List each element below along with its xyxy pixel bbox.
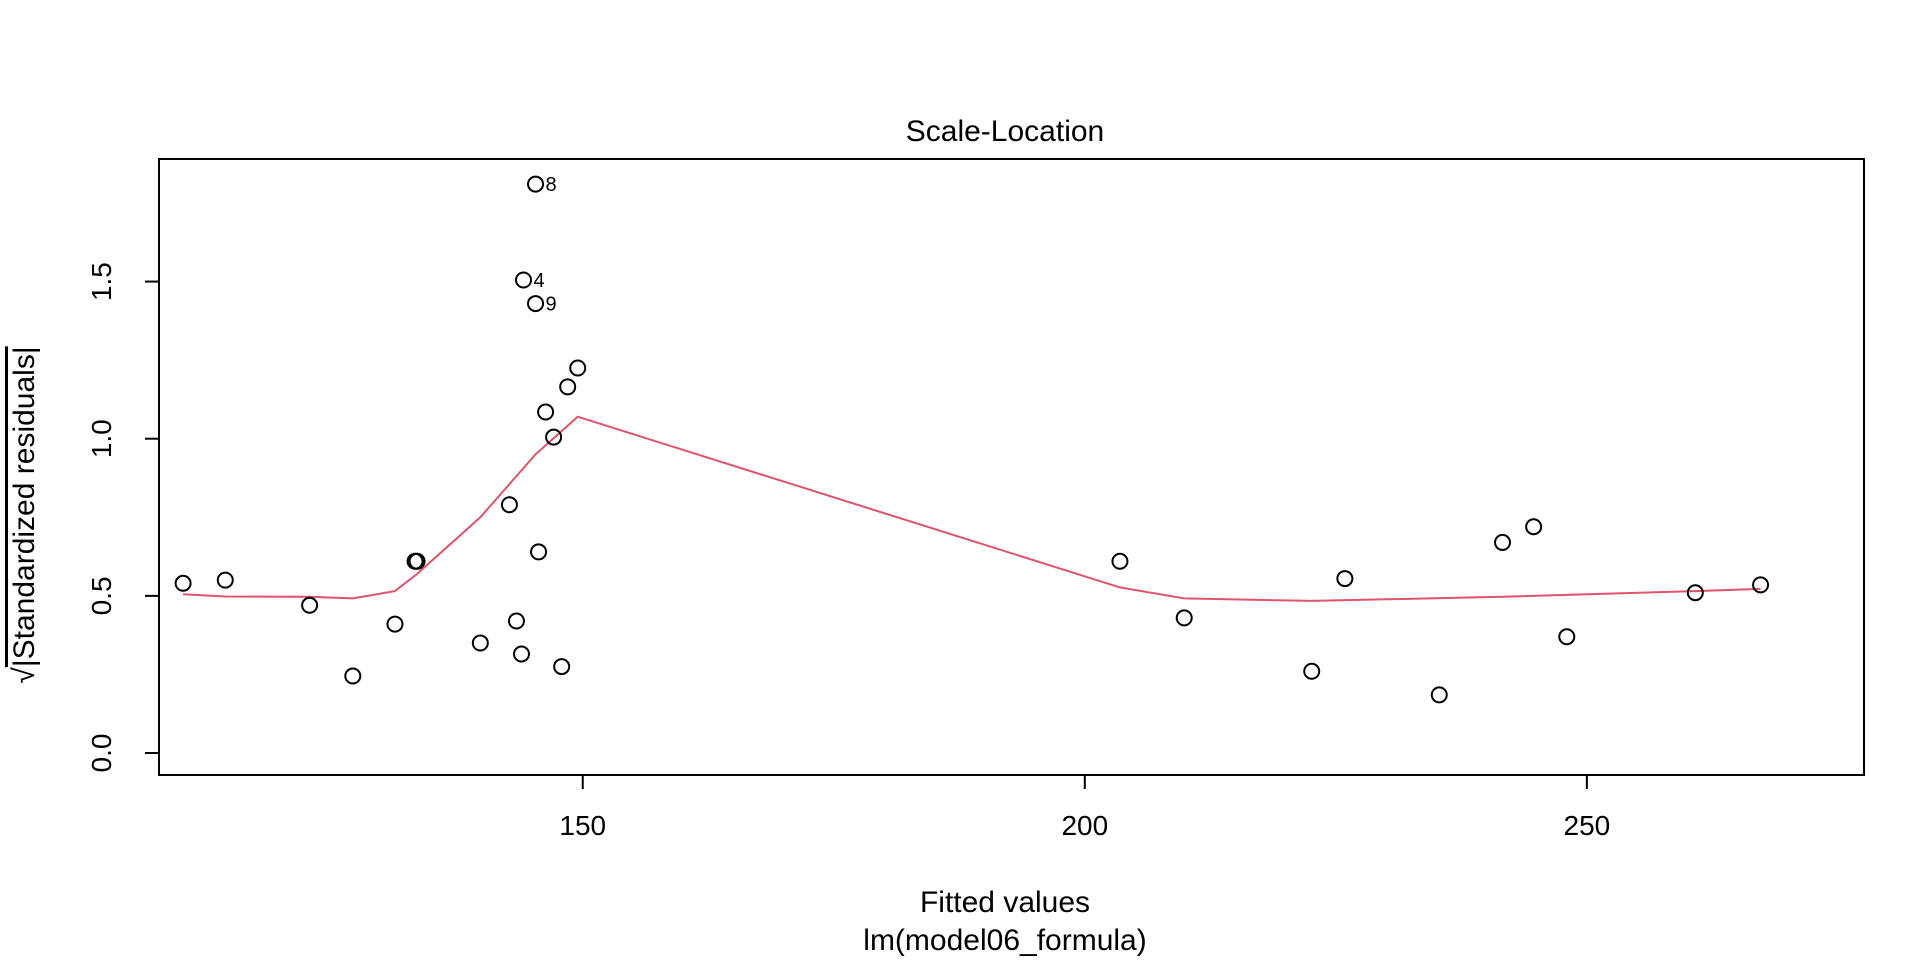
y-axis-label-text: |Standardized residuals|	[8, 346, 41, 667]
data-point-14	[530, 543, 548, 561]
data-point-13	[527, 295, 545, 313]
data-point-3	[344, 667, 362, 685]
plot-frame	[158, 158, 1865, 776]
point-label-4: 4	[533, 270, 544, 292]
x-axis: 150 200 250	[559, 774, 1611, 841]
y-axis: 0.0 0.5 1.0 1.5	[86, 262, 160, 773]
x-tick-label-2: 250	[1564, 810, 1611, 841]
x-tick-label-0: 150	[559, 810, 606, 841]
x-axis-label: Fitted values	[920, 886, 1090, 919]
data-point-27	[1558, 628, 1576, 646]
data-point-9	[507, 612, 525, 630]
data-point-25	[1494, 533, 1512, 551]
data-point-20	[1111, 552, 1129, 570]
data-point-8	[500, 496, 518, 514]
y-tick-label-2: 1.0	[86, 419, 117, 458]
data-point-1	[216, 571, 234, 589]
x-axis-sublabel: lm(model06_formula)	[863, 924, 1146, 957]
data-point-16	[545, 428, 563, 446]
data-point-6	[408, 552, 426, 570]
data-point-11	[514, 271, 532, 289]
y-tick-label-0: 0.0	[86, 734, 117, 773]
smooth-line	[183, 415, 1761, 602]
data-point-28	[1686, 584, 1704, 602]
data-point-29	[1752, 576, 1770, 594]
chart-title: Scale-Location	[906, 115, 1104, 148]
point-label-8: 8	[546, 174, 557, 196]
y-tick-label-3: 1.5	[86, 262, 117, 301]
data-point-4	[386, 615, 404, 633]
data-point-12	[527, 175, 545, 193]
y-axis-label: √|Standardized residuals|	[8, 346, 41, 683]
y-axis-label-radical: √	[8, 667, 41, 684]
data-point-15	[537, 403, 555, 421]
data-point-2	[301, 596, 319, 614]
data-point-0	[174, 574, 192, 592]
smooth-layer	[183, 415, 1761, 602]
data-point-22	[1303, 662, 1321, 680]
data-point-19	[569, 359, 587, 377]
y-tick-label-1: 0.5	[86, 576, 117, 615]
data-point-21	[1175, 609, 1193, 627]
data-point-10	[512, 645, 530, 663]
data-point-24	[1430, 686, 1448, 704]
data-point-18	[559, 378, 577, 396]
data-point-17	[553, 658, 571, 676]
data-point-23	[1336, 570, 1354, 588]
data-point-7	[471, 634, 489, 652]
data-point-26	[1525, 518, 1543, 536]
point-label-9: 9	[546, 294, 557, 316]
points-layer: 4 8 9	[174, 174, 1770, 704]
x-tick-label-1: 200	[1061, 810, 1108, 841]
